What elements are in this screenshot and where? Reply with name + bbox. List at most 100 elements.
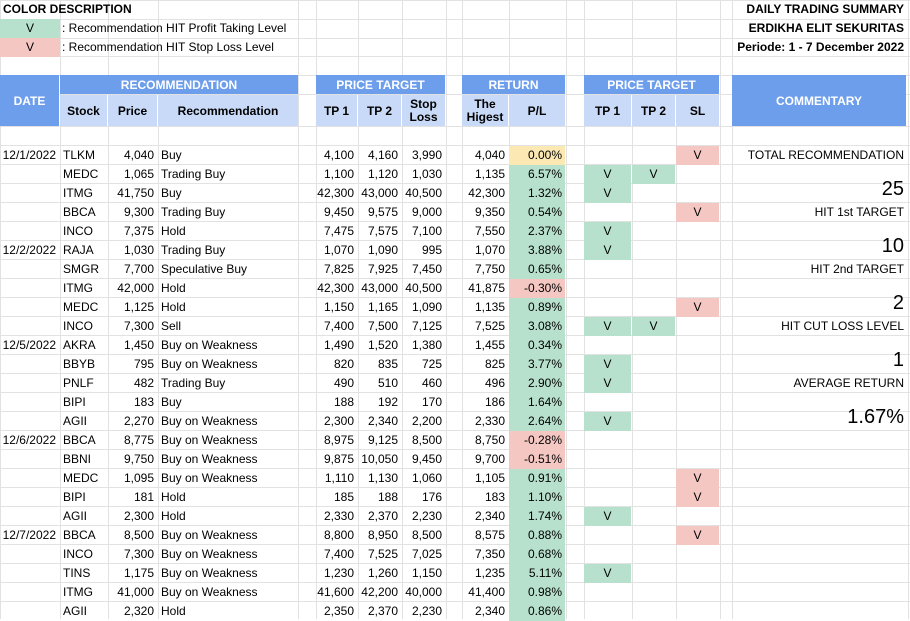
cell-hit-sl <box>676 374 719 393</box>
commentary-value-hit1: 10 <box>881 235 904 257</box>
cell-tp1: 8,800 <box>323 528 354 542</box>
cell-recommendation: Speculative Buy <box>161 262 248 276</box>
cell-pl: 3.77% <box>509 355 565 374</box>
cell-price: 2,270 <box>123 414 154 428</box>
cell-hit-sl: V <box>676 488 719 507</box>
cell-hit-tp1 <box>584 146 631 165</box>
header-tp1-hit: TP 1 <box>584 95 631 126</box>
cell-pl: 1.64% <box>509 393 565 412</box>
cell-price: 181 <box>133 490 154 504</box>
cell-pl: 0.34% <box>509 336 565 355</box>
cell-date <box>0 222 59 241</box>
commentary-label-total: TOTAL RECOMMENDATION <box>747 148 904 162</box>
cell-highest: 1,135 <box>474 167 505 181</box>
cell-tp2: 1,165 <box>367 300 398 314</box>
cell-hit-tp1: V <box>584 165 631 184</box>
cell-price: 41,750 <box>117 186 154 200</box>
cell-stock: MEDC <box>63 471 99 485</box>
cell-date <box>0 355 59 374</box>
cell-stock: AGII <box>63 604 88 618</box>
cell-price: 8,775 <box>123 433 154 447</box>
cell-recommendation: Buy on Weakness <box>161 585 258 599</box>
cell-price: 482 <box>133 376 154 390</box>
cell-pl: 0.68% <box>509 545 565 564</box>
cell-stop-loss: 995 <box>421 243 442 257</box>
cell-recommendation: Buy on Weakness <box>161 566 258 580</box>
cell-recommendation: Hold <box>161 281 186 295</box>
header-highest: The Higest <box>462 95 508 126</box>
cell-stock: AGII <box>63 509 88 523</box>
cell-pl: 5.11% <box>509 564 565 583</box>
cell-stop-loss: 9,450 <box>411 452 442 466</box>
cell-hit-tp1 <box>584 260 631 279</box>
header-recommendation: RECOMMENDATION <box>60 75 298 94</box>
cell-stop-loss: 2,230 <box>411 604 442 618</box>
cell-hit-sl: V <box>676 469 719 488</box>
cell-tp1: 1,230 <box>323 566 354 580</box>
cell-highest: 9,350 <box>474 205 505 219</box>
cell-hit-sl: V <box>676 146 719 165</box>
cell-stock: TINS <box>63 566 91 580</box>
cell-tp2: 9,575 <box>367 205 398 219</box>
header-tp2: TP 2 <box>358 95 401 126</box>
cell-hit-tp1 <box>584 545 631 564</box>
cell-highest: 7,750 <box>474 262 505 276</box>
cell-tp1: 7,475 <box>323 224 354 238</box>
cell-hit-sl <box>676 222 719 241</box>
cell-price: 1,095 <box>123 471 154 485</box>
cell-hit-tp1 <box>584 450 631 469</box>
cell-tp1: 41,600 <box>317 585 354 599</box>
cell-stop-loss: 1,030 <box>411 167 442 181</box>
cell-price: 7,300 <box>123 319 154 333</box>
cell-tp1: 1,070 <box>323 243 354 257</box>
legend-green-mark: V <box>0 19 60 38</box>
cell-hit-tp1: V <box>584 412 631 431</box>
cell-tp2: 1,520 <box>367 338 398 352</box>
cell-highest: 41,875 <box>468 281 505 295</box>
cell-stock: INCO <box>63 319 93 333</box>
cell-hit-sl <box>676 602 719 621</box>
cell-highest: 2,330 <box>474 414 505 428</box>
cell-hit-sl <box>676 583 719 602</box>
cell-highest: 825 <box>484 357 505 371</box>
cell-highest: 4,040 <box>474 148 505 162</box>
cell-hit-sl <box>676 165 719 184</box>
cell-tp2: 1,090 <box>367 243 398 257</box>
cell-date <box>0 545 59 564</box>
cell-hit-sl <box>676 260 719 279</box>
cell-tp1: 490 <box>333 376 354 390</box>
cell-hit-sl: V <box>676 298 719 317</box>
cell-tp1: 42,300 <box>317 281 354 295</box>
cell-hit-tp2 <box>632 146 675 165</box>
cell-recommendation: Trading Buy <box>161 167 226 181</box>
cell-highest: 2,340 <box>474 604 505 618</box>
cell-recommendation: Hold <box>161 490 186 504</box>
legend-red-text: : Recommendation HIT Stop Loss Level <box>62 40 274 54</box>
cell-price: 7,300 <box>123 547 154 561</box>
cell-tp1: 1,100 <box>323 167 354 181</box>
cell-hit-tp1 <box>584 526 631 545</box>
cell-highest: 2,340 <box>474 509 505 523</box>
cell-hit-tp1 <box>584 393 631 412</box>
cell-recommendation: Hold <box>161 604 186 618</box>
cell-date: 12/7/2022 <box>2 528 56 542</box>
cell-recommendation: Buy on Weakness <box>161 433 258 447</box>
cell-tp1: 7,400 <box>323 547 354 561</box>
cell-tp2: 8,950 <box>367 528 398 542</box>
cell-hit-tp2 <box>632 431 675 450</box>
cell-date <box>0 564 59 583</box>
cell-recommendation: Buy on Weakness <box>161 547 258 561</box>
cell-hit-tp2 <box>632 450 675 469</box>
cell-highest: 41,400 <box>468 585 505 599</box>
cell-date <box>0 260 59 279</box>
cell-price: 1,450 <box>123 338 154 352</box>
header-commentary: COMMENTARY <box>732 75 906 126</box>
cell-pl: 0.00% <box>509 146 565 165</box>
cell-stock: INCO <box>63 547 93 561</box>
cell-hit-tp1: V <box>584 241 631 260</box>
cell-hit-tp2 <box>632 507 675 526</box>
cell-pl: 1.32% <box>509 184 565 203</box>
cell-hit-tp2 <box>632 355 675 374</box>
cell-tp2: 2,370 <box>367 604 398 618</box>
cell-hit-tp2 <box>632 374 675 393</box>
